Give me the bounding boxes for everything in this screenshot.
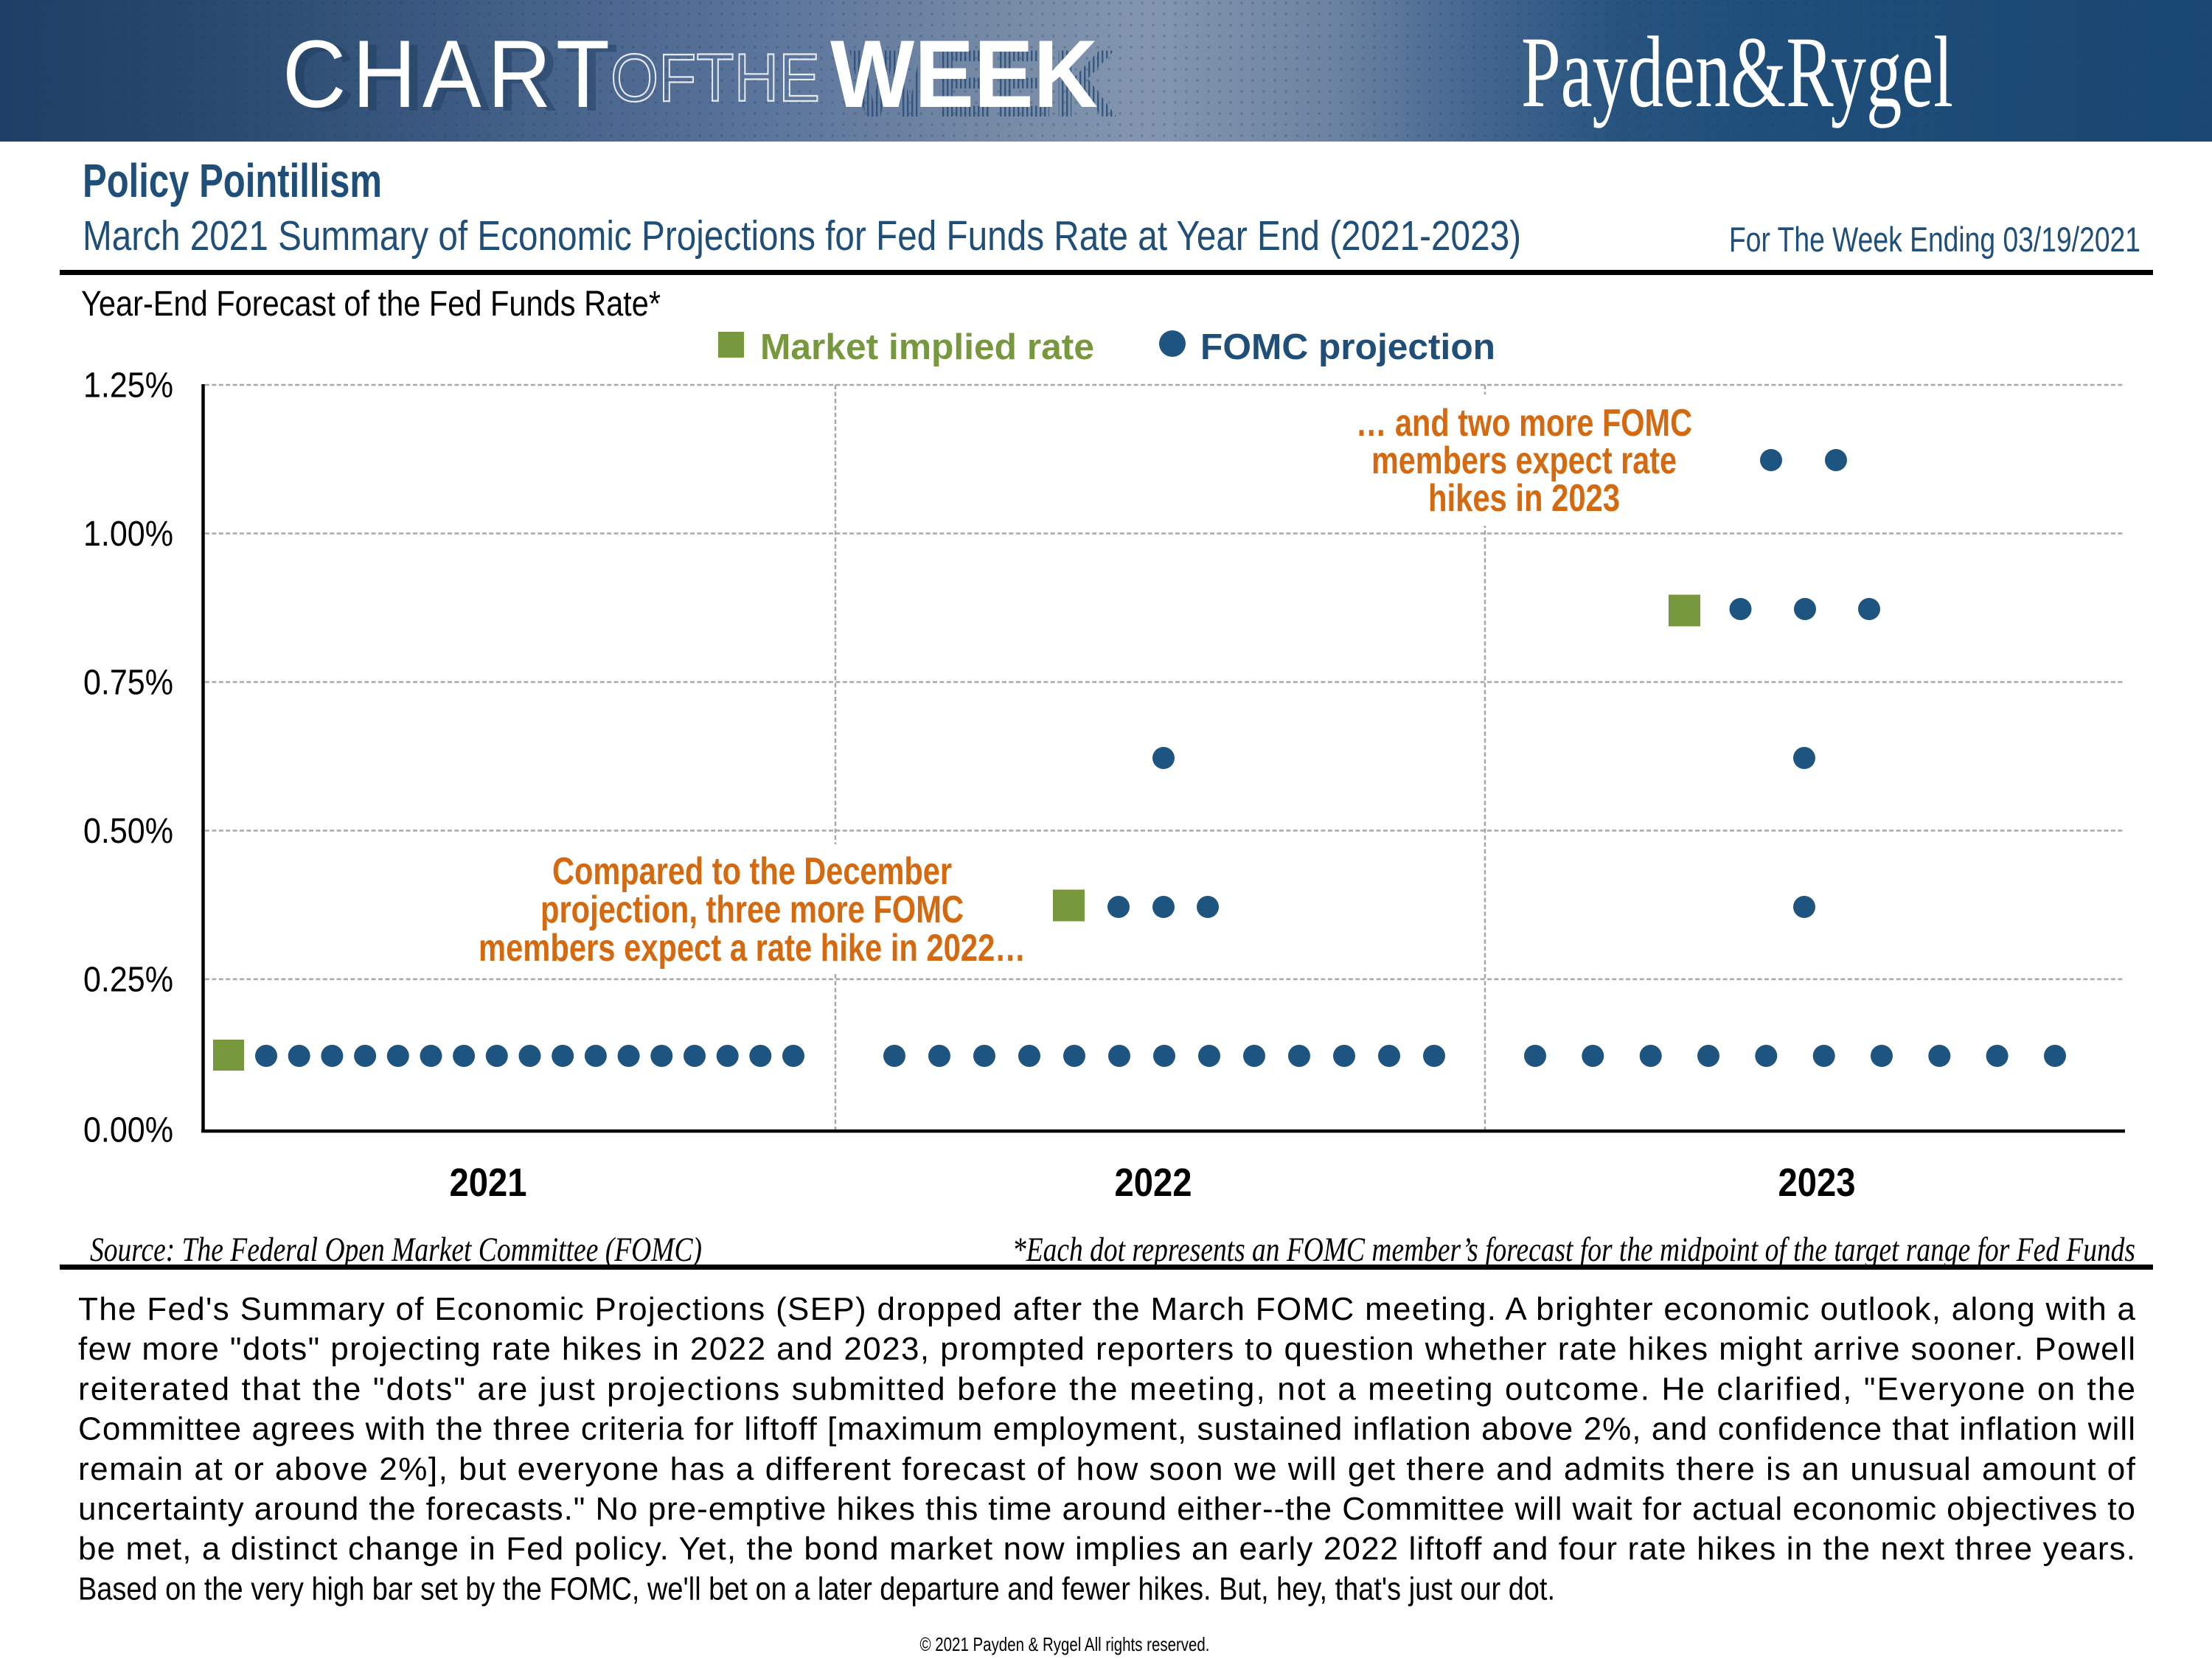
svg-text:0.75%: 0.75% — [83, 664, 173, 703]
svg-text:Payden&Rygel: Payden&Rygel — [1521, 15, 1953, 128]
svg-text:… and two more FOMC: … and two more FOMC — [1356, 402, 1692, 445]
svg-text:March 2021 Summary of Economic: March 2021 Summary of Economic Projectio… — [83, 212, 1521, 260]
svg-text:CHART: CHART — [282, 21, 610, 128]
svg-text:1.00%: 1.00% — [83, 515, 173, 554]
svg-text:OFTHE: OFTHE — [611, 41, 820, 116]
svg-text:Source: The Federal Open Marke: Source: The Federal Open Market Committe… — [90, 1231, 702, 1269]
svg-text:WEEK: WEEK — [849, 29, 1117, 137]
svg-text:members expect rate: members expect rate — [1371, 439, 1677, 482]
svg-text:The Fed's Summary of Economic: The Fed's Summary of Economic Projection… — [78, 1291, 2136, 1327]
svg-text:uncertainty around the forecas: uncertainty around the forecasts." No pr… — [78, 1491, 2135, 1527]
svg-text:1.25%: 1.25% — [83, 366, 173, 406]
svg-text:0.00%: 0.00% — [83, 1111, 173, 1150]
svg-text:Year-End Forecast of the Fed F: Year-End Forecast of the Fed Funds Rate* — [81, 285, 661, 324]
svg-text:remain at or above 2%], but ev: remain at or above 2%], but everyone has… — [78, 1451, 2136, 1487]
svg-text:projection, three more FOMC: projection, three more FOMC — [540, 888, 964, 931]
svg-text:*Each dot represents an FOMC m: *Each dot represents an FOMC member’s fo… — [1012, 1231, 2135, 1269]
svg-text:For The Week Ending 03/19/2021: For The Week Ending 03/19/2021 — [1729, 220, 2140, 259]
svg-text:be met, a distinct change in F: be met, a distinct change in Fed policy.… — [78, 1531, 2135, 1567]
svg-text:Policy Pointillism: Policy Pointillism — [83, 154, 382, 207]
svg-text:2021: 2021 — [450, 1161, 527, 1205]
svg-text:members expect a rate hike in: members expect a rate hike in 2022… — [479, 927, 1026, 970]
svg-text:Based on the very high bar set: Based on the very high bar set by the FO… — [78, 1571, 1555, 1607]
svg-text:FOMC projection: FOMC projection — [1200, 327, 1495, 367]
svg-text:WEEK: WEEK — [830, 20, 1098, 128]
svg-text:0.50%: 0.50% — [83, 812, 173, 851]
svg-text:Committee agrees with the thre: Committee agrees with the three criteria… — [78, 1411, 2135, 1447]
svg-text:reiterated that the "dots" are: reiterated that the "dots" are just proj… — [78, 1371, 2135, 1407]
svg-text:2022: 2022 — [1115, 1161, 1192, 1205]
svg-text:hikes in 2023: hikes in 2023 — [1428, 477, 1620, 520]
svg-text:Compared to the December: Compared to the December — [552, 850, 952, 893]
svg-text:© 2021 Payden & Rygel All righ: © 2021 Payden & Rygel All rights reserve… — [920, 1633, 1210, 1655]
svg-text:Market implied rate: Market implied rate — [760, 327, 1094, 367]
svg-text:0.25%: 0.25% — [83, 961, 173, 1000]
svg-text:2023: 2023 — [1778, 1161, 1856, 1205]
svg-text:few more "dots" projecting rat: few more "dots" projecting rate hikes in… — [78, 1331, 2135, 1367]
